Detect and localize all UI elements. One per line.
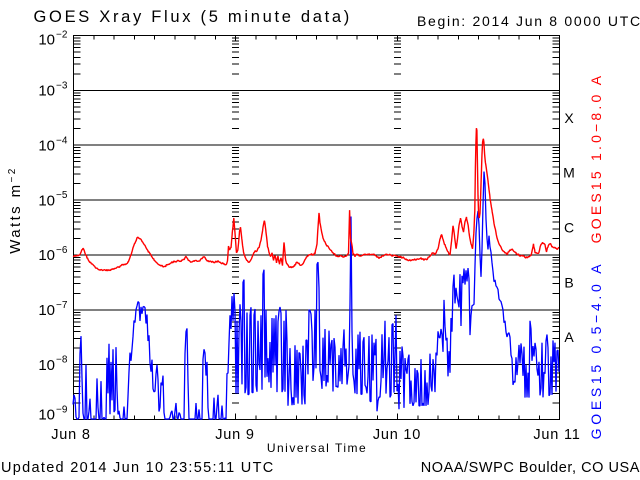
svg-text:−4: −4 <box>56 135 68 146</box>
svg-text:−3: −3 <box>56 81 68 92</box>
svg-text:GOES Xray Flux (5 minute data): GOES Xray Flux (5 minute data) <box>34 8 353 26</box>
svg-text:NOAA/SWPC Boulder, CO USA: NOAA/SWPC Boulder, CO USA <box>421 460 640 476</box>
svg-text:10: 10 <box>38 357 55 374</box>
svg-text:Jun 11: Jun 11 <box>533 427 580 443</box>
svg-text:GOES15 0.5−4.0 A: GOES15 0.5−4.0 A <box>588 261 604 440</box>
svg-text:Universal Time: Universal Time <box>267 441 367 455</box>
svg-text:10: 10 <box>38 137 55 154</box>
svg-text:C: C <box>564 220 574 236</box>
svg-text:−8: −8 <box>56 355 68 366</box>
svg-text:10: 10 <box>38 407 55 424</box>
svg-text:Jun 9: Jun 9 <box>215 427 254 443</box>
svg-text:X: X <box>564 110 574 126</box>
svg-text:−2: −2 <box>56 30 68 41</box>
svg-text:−9: −9 <box>56 405 68 416</box>
svg-text:10: 10 <box>38 192 55 209</box>
svg-text:A: A <box>564 329 574 345</box>
svg-text:10: 10 <box>38 247 55 264</box>
svg-text:B: B <box>564 274 573 290</box>
svg-text:Jun 8: Jun 8 <box>51 427 90 443</box>
svg-text:Begin: 2014 Jun 8 0000 UTC: Begin: 2014 Jun 8 0000 UTC <box>417 13 640 29</box>
svg-text:−6: −6 <box>56 245 68 256</box>
svg-text:−7: −7 <box>56 300 68 311</box>
svg-text:M: M <box>563 165 575 181</box>
svg-text:Watts m−2: Watts m−2 <box>7 166 25 253</box>
svg-text:−5: −5 <box>56 190 68 201</box>
svg-text:Jun 10: Jun 10 <box>373 427 421 443</box>
svg-text:10: 10 <box>38 302 55 319</box>
svg-text:10: 10 <box>38 32 55 49</box>
svg-text:10: 10 <box>38 83 55 100</box>
svg-text:Updated 2014 Jun 10 23:55:11 U: Updated 2014 Jun 10 23:55:11 UTC <box>1 460 275 476</box>
svg-text:GOES15 1.0−8.0 A: GOES15 1.0−8.0 A <box>588 73 604 244</box>
